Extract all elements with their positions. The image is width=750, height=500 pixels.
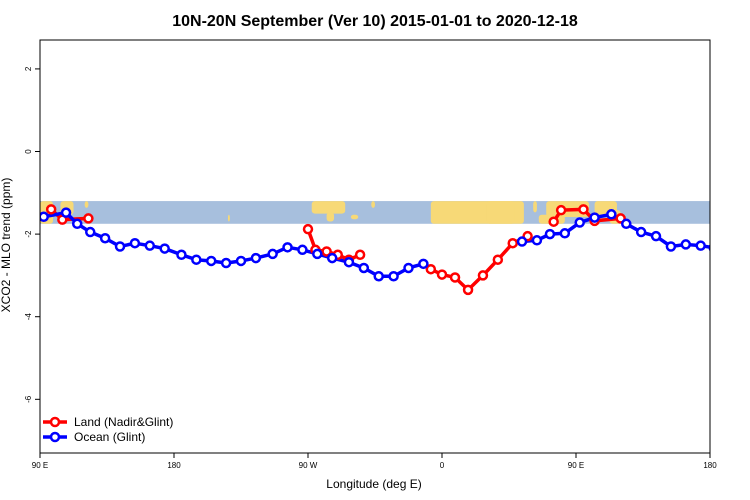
y-tick-label: 0	[24, 149, 33, 154]
land-data-point	[45, 204, 57, 215]
ocean-data-point	[250, 252, 262, 264]
series-layer	[40, 204, 710, 296]
ocean-data-point	[358, 262, 370, 274]
land-mass	[326, 212, 335, 222]
x-tick-label: 90 W	[299, 461, 318, 470]
chart-title: 10N-20N September (Ver 10) 2015-01-01 to…	[172, 13, 578, 30]
land-data-point	[354, 249, 366, 261]
land-mass	[486, 201, 515, 224]
ocean-data-point	[99, 232, 111, 244]
ocean-data-point	[559, 228, 571, 239]
ocean-data-point	[220, 257, 232, 269]
ocean-data-point	[144, 240, 156, 251]
ocean-data-point	[343, 256, 355, 268]
ocean-data-point	[176, 249, 187, 261]
land-data-point	[507, 237, 518, 249]
x-tick-label: 0	[440, 461, 445, 470]
ocean-data-point	[695, 240, 706, 251]
ocean-data-point	[680, 239, 692, 250]
ocean-data-point	[635, 226, 647, 238]
ocean-data-point	[85, 226, 96, 238]
ocean-data-point	[403, 262, 414, 274]
y-tick-label: 2	[24, 66, 33, 71]
land-data-point	[449, 272, 461, 283]
ocean-data-point	[665, 241, 677, 252]
ocean-data-point	[312, 248, 323, 260]
land-data-point	[321, 246, 332, 257]
x-tick-label: 90 E	[568, 461, 584, 470]
y-axis-label: XCO2 - MLO trend (ppm)	[0, 178, 13, 313]
ocean-data-point	[708, 244, 710, 252]
ocean-data-point	[129, 237, 141, 249]
ocean-data-point	[71, 218, 83, 230]
ocean-data-point	[418, 258, 429, 270]
ocean-data-point	[606, 209, 617, 220]
ocean-data-point	[297, 244, 308, 256]
y-tick-label: -2	[24, 230, 33, 238]
ocean-data-point	[621, 218, 632, 230]
ocean-data-point	[191, 254, 202, 265]
land-data-point	[492, 254, 504, 265]
land-mass	[311, 201, 346, 214]
land-data-point	[477, 270, 489, 281]
ocean-data-point	[114, 241, 126, 252]
ocean-data-point	[574, 217, 585, 228]
ocean-data-point	[40, 211, 49, 223]
ocean-data-point	[235, 255, 247, 267]
land-mass	[533, 201, 537, 213]
land-data-point	[578, 204, 589, 215]
ocean-data-point	[373, 270, 384, 282]
ocean-data-point	[544, 228, 556, 240]
ocean-data-point	[650, 230, 662, 242]
land-mass	[84, 201, 89, 208]
legend-entry-label: Land (Nadir&Glint)	[74, 415, 173, 429]
ocean-data-point	[326, 252, 338, 264]
x-tick-label: 180	[167, 461, 181, 470]
land-data-point	[425, 263, 437, 275]
ocean-data-point	[60, 207, 72, 218]
land-data-point	[462, 284, 474, 296]
ocean-data-point	[282, 242, 293, 253]
ocean-data-point	[589, 212, 600, 223]
ocean-data-point	[205, 255, 217, 267]
land-data-point	[83, 213, 94, 224]
land-mass	[350, 214, 359, 220]
x-tick-label: 90 E	[32, 461, 48, 470]
plot-frame	[39, 39, 711, 454]
y-axis: 2 0 -2 -4 -6	[24, 66, 40, 403]
ocean-data-point	[516, 236, 528, 247]
y-tick-label: -4	[24, 313, 33, 321]
y-tick-label: -6	[24, 395, 33, 403]
legend-entry-label: Ocean (Glint)	[74, 430, 145, 444]
x-tick-label: 180	[703, 461, 717, 470]
land-mass	[227, 214, 230, 222]
land-data-point	[302, 223, 314, 235]
legend-swatch-marker	[49, 416, 61, 428]
x-axis-label: Longitude (deg E)	[326, 477, 421, 491]
legend-swatch-marker	[49, 431, 61, 443]
land-data-point	[548, 216, 559, 227]
land-data-point	[555, 204, 567, 216]
land-data-point	[436, 269, 448, 280]
ocean-data-point	[388, 270, 399, 282]
x-axis: 90 E 180 90 W 0 90 E 180	[32, 453, 717, 470]
ocean-data-point	[159, 243, 170, 254]
ocean-data-point	[267, 248, 278, 260]
legend: Land (Nadir&Glint)Ocean (Glint)	[43, 415, 173, 444]
ocean-data-point	[531, 235, 543, 246]
land-mass	[371, 201, 375, 208]
